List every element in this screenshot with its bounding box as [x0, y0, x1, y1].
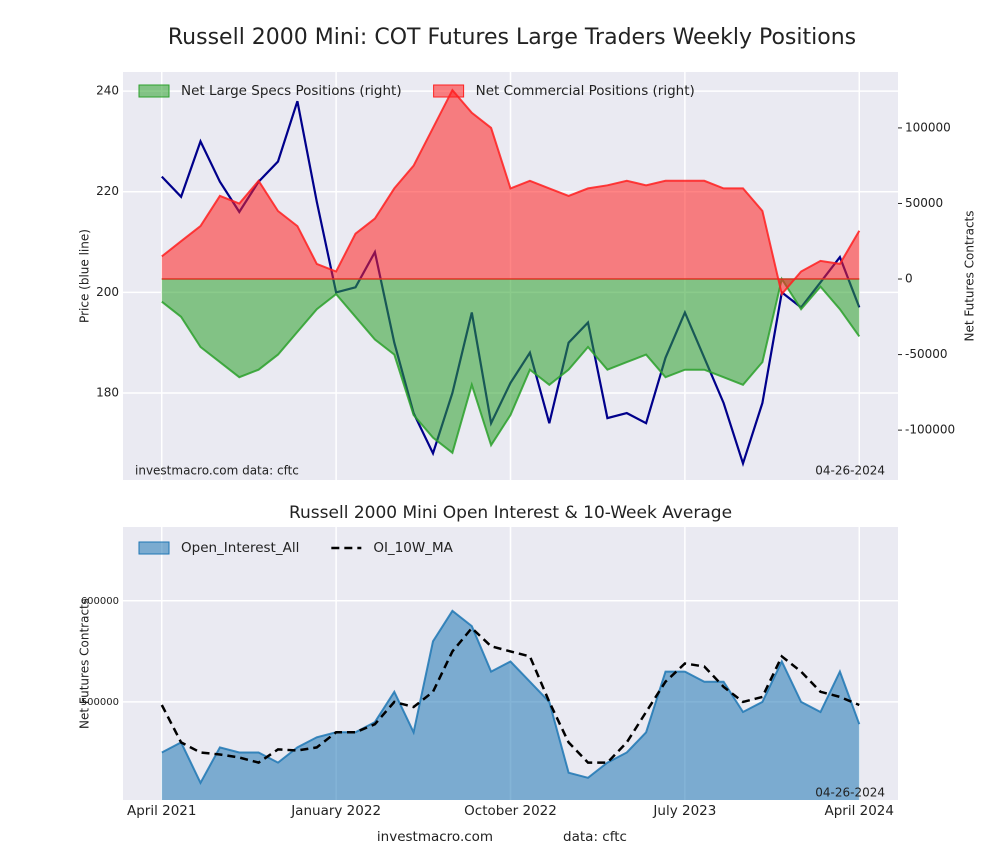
y-tick-label: 200	[96, 285, 119, 299]
page-title: Russell 2000 Mini: COT Futures Large Tra…	[168, 25, 856, 50]
area-fill	[161, 610, 860, 800]
y-tick-label: 240	[96, 84, 119, 98]
y2-tick-label: 0	[905, 272, 913, 286]
y2-tick-label: 50000	[905, 196, 943, 210]
legend-label: Open_Interest_All	[181, 540, 299, 556]
y2-tick-label: -100000	[905, 423, 955, 437]
y-tick-label: 500000	[81, 697, 119, 708]
x-tick-label: April 2021	[127, 803, 197, 819]
y-axis-label: Price (blue line)	[78, 229, 92, 323]
y-axis-label: Net Futures Contracts	[78, 598, 92, 729]
area-fill	[161, 90, 860, 295]
line	[160, 626, 860, 764]
y-tick-label: 220	[96, 184, 119, 198]
legend-label: Net Large Specs Positions (right)	[181, 83, 402, 99]
y-tick-label: 180	[96, 385, 119, 399]
legend-label: OI_10W_MA	[373, 540, 453, 556]
annotation: investmacro.com data: cftc	[135, 464, 299, 478]
area-fill	[161, 279, 860, 453]
legend-label: Net Commercial Positions (right)	[476, 83, 695, 99]
x-tick-label: April 2024	[824, 803, 894, 819]
legend-swatch	[433, 84, 465, 98]
y2-tick-label: -50000	[905, 347, 948, 361]
area-line	[161, 609, 861, 785]
annotation: 04-26-2024	[815, 464, 885, 478]
y-tick-label: 600000	[81, 596, 119, 607]
chart-title: Russell 2000 Mini Open Interest & 10-Wee…	[289, 503, 732, 523]
annotation: 04-26-2024	[815, 786, 885, 800]
area-line	[161, 276, 861, 455]
x-tick-label: October 2022	[464, 803, 557, 819]
x-tick-label: July 2023	[652, 803, 716, 819]
footer-source: data: cftc	[563, 829, 627, 845]
footer-site: investmacro.com	[377, 829, 493, 845]
legend-swatch	[138, 84, 170, 98]
x-tick-label: January 2022	[290, 803, 381, 819]
area-line	[161, 88, 861, 297]
y2-axis-label: Net Futures Contracts	[963, 210, 977, 341]
y2-tick-label: 100000	[905, 120, 951, 134]
legend-swatch	[138, 541, 170, 555]
